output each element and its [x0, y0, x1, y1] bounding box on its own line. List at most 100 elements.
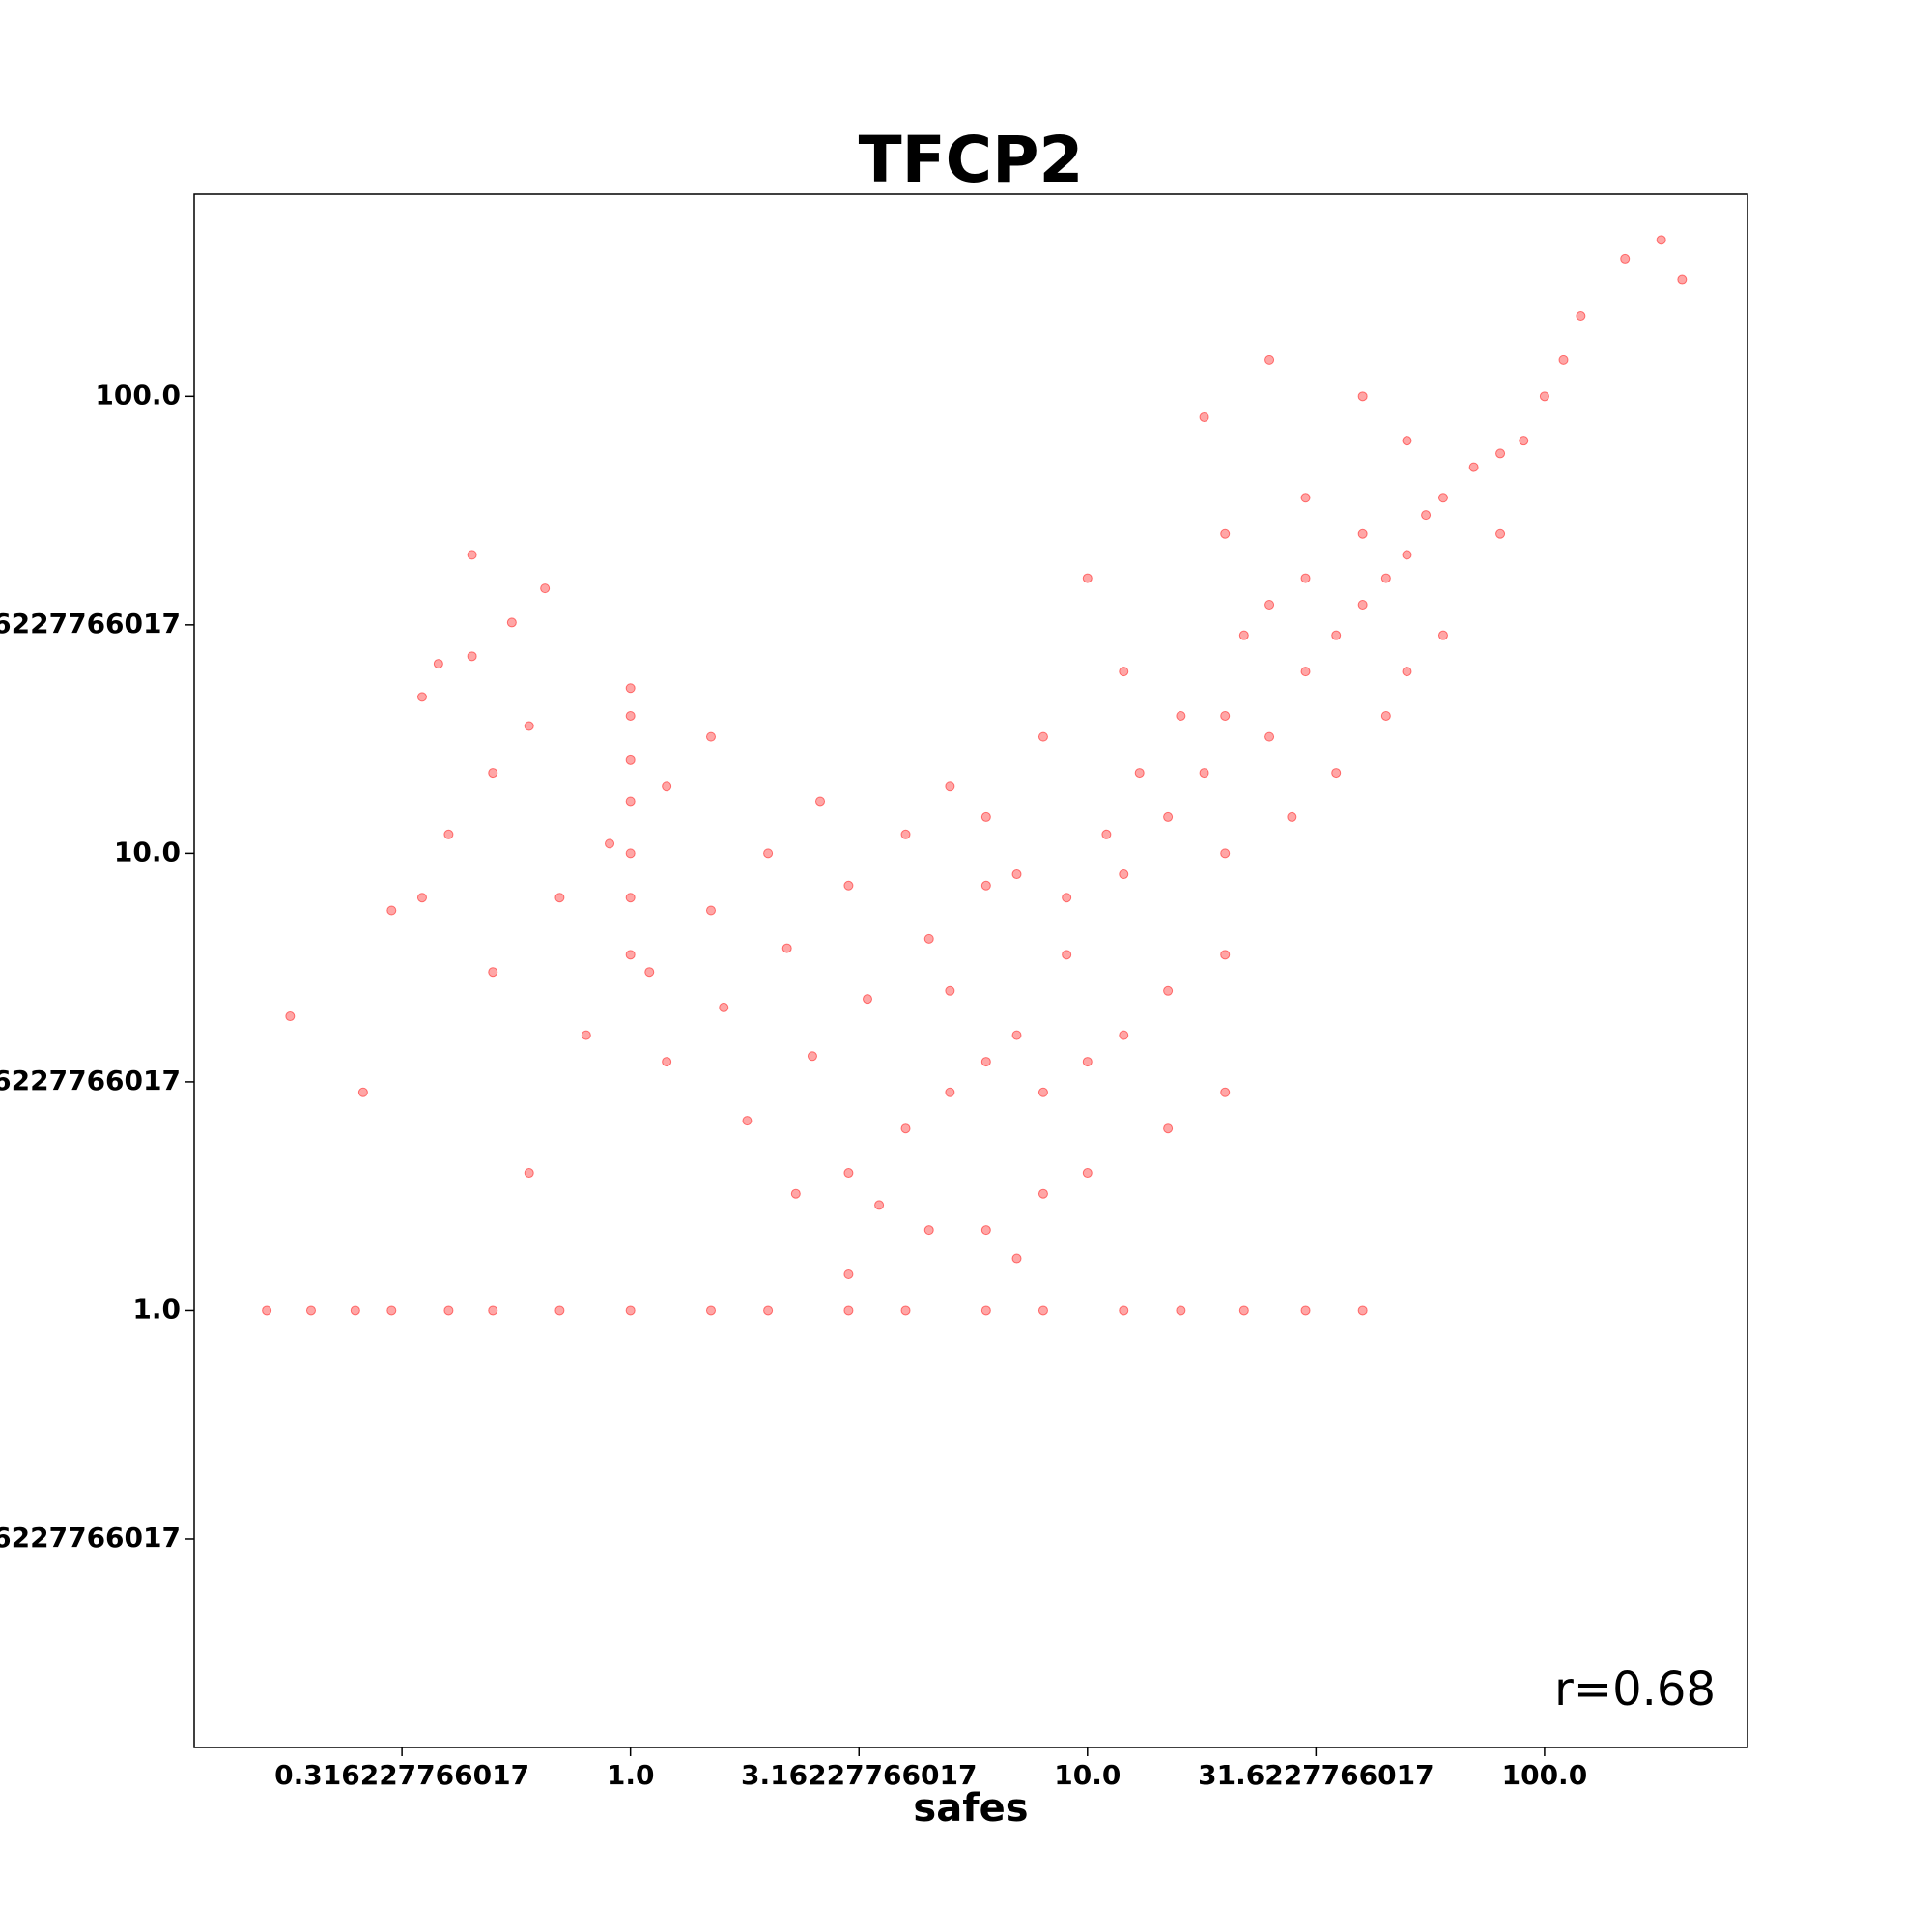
point	[1656, 235, 1666, 245]
point	[1300, 1305, 1311, 1316]
point	[1287, 811, 1297, 822]
point	[1331, 630, 1342, 640]
point	[581, 1030, 591, 1040]
y-tick-label: 3.16227766017	[0, 1065, 181, 1096]
point	[1402, 550, 1412, 560]
point	[1558, 355, 1569, 365]
point	[1437, 630, 1448, 640]
point	[1037, 1305, 1048, 1316]
point	[1220, 1087, 1231, 1097]
x-tick-label: 10.0	[1054, 1759, 1121, 1791]
point	[705, 905, 716, 916]
point	[1220, 710, 1231, 721]
point	[1300, 667, 1311, 677]
point	[807, 1051, 817, 1062]
point	[443, 1305, 454, 1316]
point	[1119, 1030, 1129, 1040]
point	[1199, 768, 1209, 779]
point	[433, 659, 443, 669]
point	[1011, 869, 1022, 880]
point	[357, 1087, 368, 1097]
point	[1220, 950, 1231, 960]
point	[386, 1305, 397, 1316]
point	[945, 985, 955, 996]
point	[1037, 731, 1048, 742]
point	[467, 550, 477, 560]
point	[1402, 667, 1412, 677]
point	[1176, 1305, 1186, 1316]
point	[1101, 829, 1112, 839]
point	[763, 848, 774, 859]
point	[1380, 710, 1391, 721]
point	[1119, 1305, 1129, 1316]
point	[1331, 768, 1342, 779]
point	[524, 721, 534, 731]
point	[1421, 510, 1432, 521]
point	[1437, 493, 1448, 503]
point	[1082, 1057, 1093, 1067]
point	[625, 754, 636, 765]
point	[900, 1123, 911, 1134]
point	[1220, 848, 1231, 859]
point	[874, 1200, 885, 1210]
point	[843, 1305, 854, 1316]
point	[1264, 355, 1275, 365]
point	[1539, 391, 1549, 402]
point	[662, 781, 672, 792]
point	[1163, 1123, 1174, 1134]
point	[1199, 412, 1209, 422]
point	[1163, 811, 1174, 822]
point	[625, 683, 636, 694]
point	[980, 811, 991, 822]
point	[1402, 436, 1412, 446]
chart-title: TFCP2	[859, 123, 1084, 197]
point	[416, 692, 427, 702]
point	[1163, 985, 1174, 996]
point	[488, 967, 498, 978]
point	[416, 893, 427, 903]
point	[524, 1168, 534, 1179]
point	[1620, 253, 1631, 264]
point	[1468, 462, 1479, 472]
point	[625, 1305, 636, 1316]
point	[1519, 436, 1529, 446]
point	[719, 1002, 729, 1012]
point	[790, 1188, 801, 1199]
point	[900, 829, 911, 839]
point	[554, 893, 565, 903]
point	[262, 1305, 272, 1316]
point	[1238, 630, 1249, 640]
point	[1062, 893, 1072, 903]
point	[506, 617, 517, 628]
x-axis-label: safes	[913, 1786, 1028, 1831]
point	[305, 1305, 316, 1316]
point	[488, 768, 498, 779]
point	[763, 1305, 774, 1316]
point	[1576, 311, 1586, 322]
y-tick-label: 1.0	[132, 1293, 181, 1324]
y-tick-label: 100.0	[95, 379, 181, 411]
point	[1677, 274, 1688, 285]
point	[980, 1057, 991, 1067]
point	[923, 933, 934, 944]
point	[705, 731, 716, 742]
point	[644, 967, 655, 978]
point	[843, 880, 854, 891]
point	[386, 905, 397, 916]
point	[1082, 1168, 1093, 1179]
point	[605, 838, 615, 849]
point	[980, 1225, 991, 1236]
point	[945, 781, 955, 792]
point	[625, 893, 636, 903]
point	[1495, 528, 1506, 539]
point	[923, 1225, 934, 1236]
point	[1062, 950, 1072, 960]
point	[1264, 600, 1275, 611]
point	[843, 1268, 854, 1279]
point	[1011, 1253, 1022, 1264]
point	[980, 1305, 991, 1316]
y-tick-label: 0.316227766017	[0, 1521, 181, 1553]
point	[781, 943, 792, 953]
point	[1357, 1305, 1368, 1316]
